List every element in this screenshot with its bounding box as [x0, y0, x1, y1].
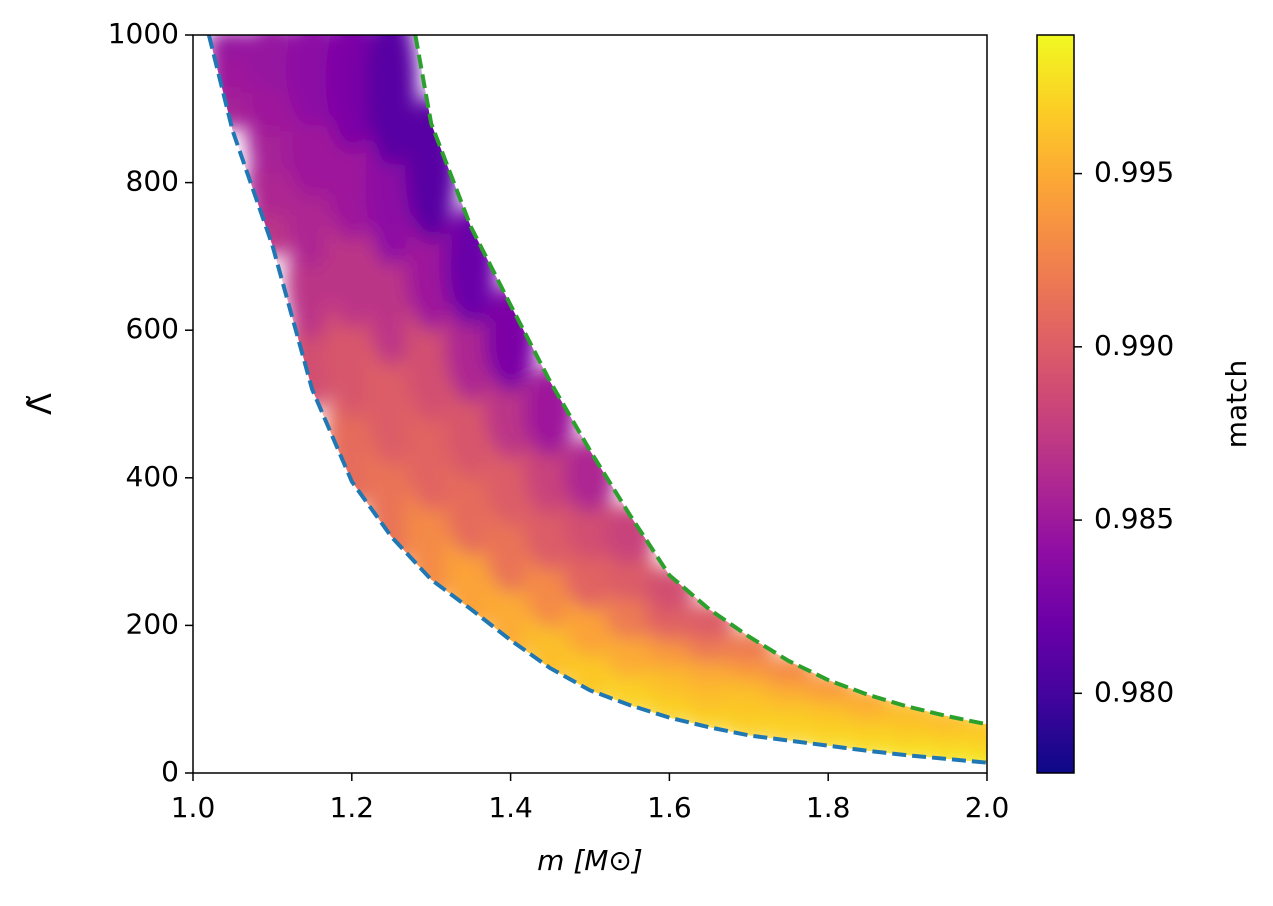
scatter-point	[208, 35, 259, 59]
boundary-line	[413, 35, 987, 727]
scatter-point	[365, 35, 418, 166]
boundary-curves	[206, 35, 987, 765]
colorbar-label: match	[1220, 360, 1253, 449]
y-tick-label: 400	[126, 460, 179, 493]
y-tick-label: 1000	[108, 17, 179, 50]
scatter-layer	[208, 35, 987, 763]
y-tick-label: 0	[161, 755, 179, 788]
x-tick-label: 1.8	[806, 791, 851, 824]
scatter-point	[286, 35, 339, 128]
scatter-points	[208, 35, 987, 763]
scatter-point	[246, 35, 299, 90]
boundary-line	[206, 35, 987, 765]
colorbar-tick-label: 0.995	[1094, 156, 1174, 189]
x-tick-label: 1.0	[171, 791, 216, 824]
colorbar	[1036, 34, 1075, 774]
scatter-point	[325, 35, 378, 152]
x-tick-label: 1.2	[330, 791, 375, 824]
y-tick-label: 200	[126, 607, 179, 640]
plot-frame	[192, 34, 988, 774]
colorbar-tick-label: 0.985	[1094, 502, 1174, 535]
y-axis-label: Λ̃	[21, 393, 59, 415]
x-tick-label: 1.6	[647, 791, 692, 824]
x-tick-label: 1.4	[488, 791, 533, 824]
colorbar-tick-label: 0.980	[1094, 675, 1174, 708]
x-tick-label: 2.0	[965, 791, 1010, 824]
colorbar-tick-label: 0.990	[1094, 329, 1174, 362]
x-axis-label: m [M⊙]	[537, 844, 643, 877]
y-tick-label: 800	[126, 165, 179, 198]
y-tick-label: 600	[126, 312, 179, 345]
